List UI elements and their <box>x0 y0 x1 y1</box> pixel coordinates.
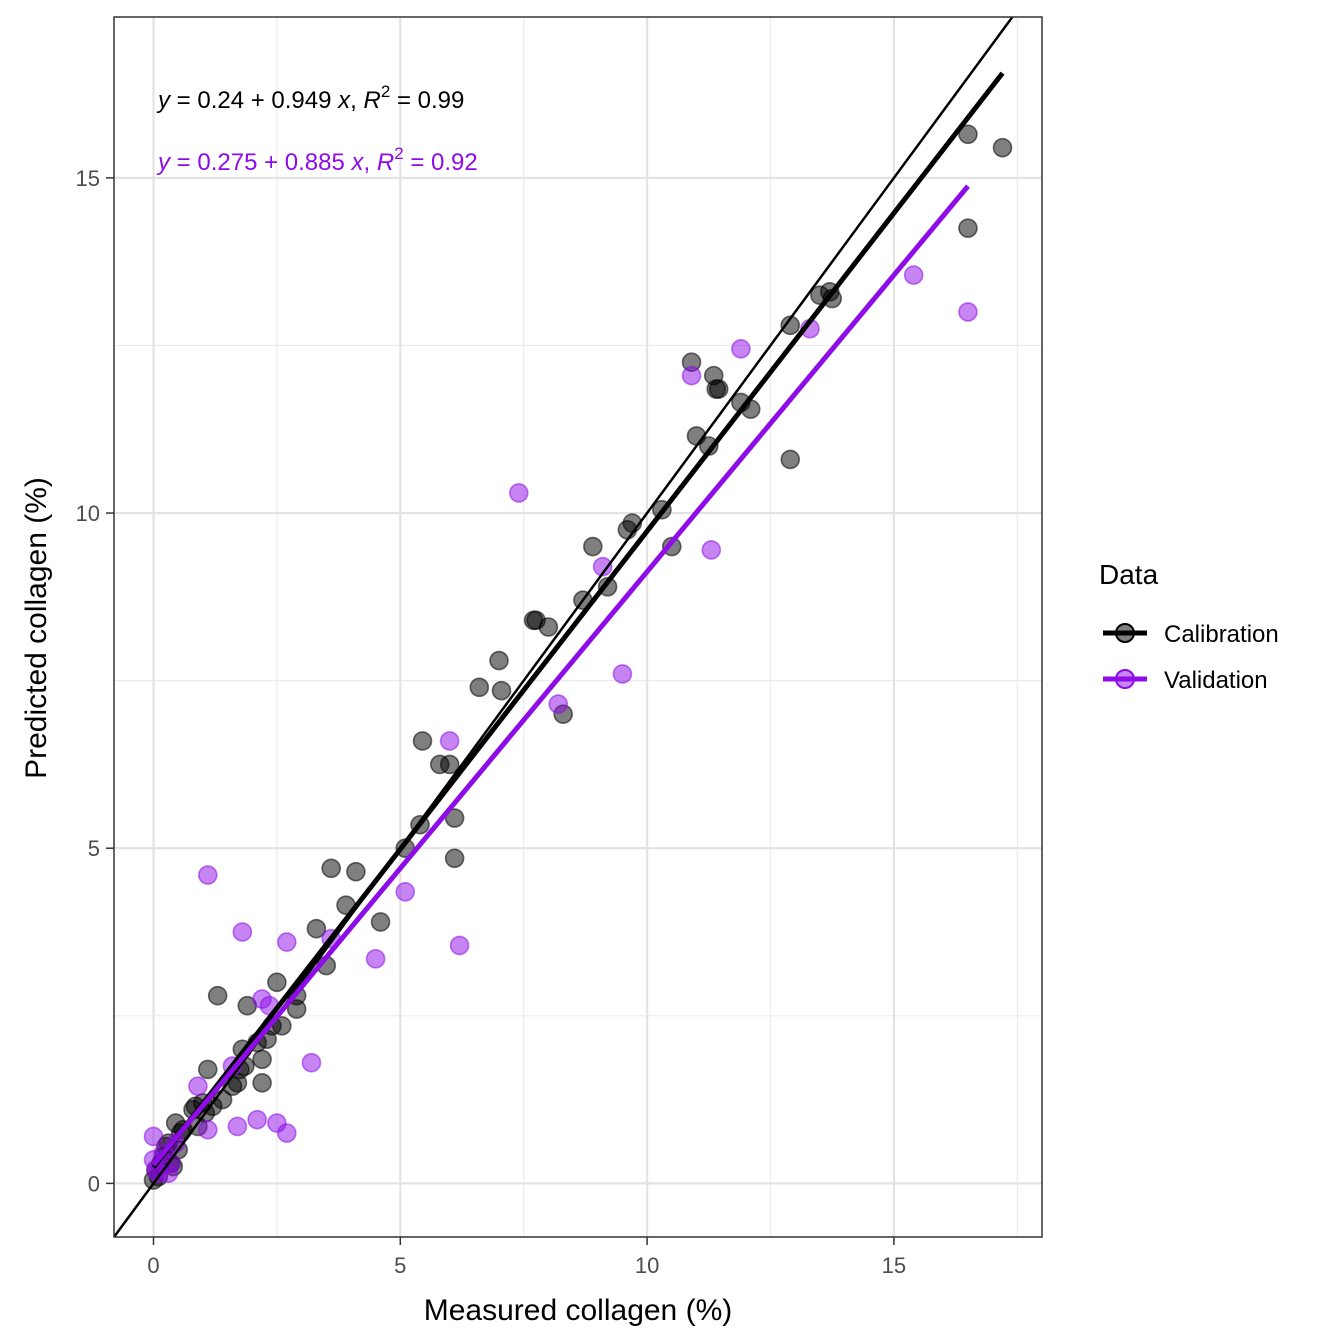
data-point-validation <box>681 365 702 386</box>
data-point-calibration <box>491 680 512 701</box>
legend-key-calibration <box>1103 623 1147 643</box>
data-point-validation <box>612 664 633 684</box>
grid-major-lines <box>114 17 1042 1237</box>
data-point-validation <box>508 483 529 503</box>
equation-part: 0.949 <box>265 87 338 114</box>
points-layer <box>143 124 1013 1190</box>
data-point-calibration <box>583 536 603 557</box>
equation-part: = 0.275 <box>170 149 264 176</box>
equation-part: + <box>264 149 278 176</box>
data-point-calibration <box>469 677 490 698</box>
data-point-calibration <box>346 861 366 882</box>
equation-part: R <box>364 87 381 114</box>
equation-part: + <box>251 87 265 114</box>
equations-layer: y = 0.24 + 0.949 x, R2 = 0.99y = 0.275 +… <box>156 82 478 176</box>
data-point-validation <box>365 949 386 969</box>
data-point-calibration <box>958 124 978 145</box>
data-point-calibration <box>286 999 307 1019</box>
data-point-validation <box>276 932 297 952</box>
equation-part: x <box>351 149 365 176</box>
x-axis-ticks: 0 5 10 15 <box>147 1237 906 1278</box>
equation-part: = 0.24 <box>170 87 251 114</box>
data-point-validation <box>232 922 253 942</box>
data-point-calibration <box>439 754 460 775</box>
x-tick-label: 5 <box>394 1253 406 1278</box>
equation-calibration: y = 0.24 + 0.949 x, R2 = 0.99 <box>156 82 464 114</box>
equation-part: y <box>156 87 172 114</box>
data-point-validation <box>188 1076 208 1096</box>
data-point-calibration <box>306 918 327 939</box>
data-point-calibration <box>267 972 287 993</box>
legend-point-validation <box>1115 669 1135 689</box>
data-point-validation <box>958 302 978 322</box>
equation-part: 0.885 <box>278 149 351 176</box>
data-point-validation <box>276 1123 297 1143</box>
x-axis-title: Measured collagen (%) <box>424 1294 732 1327</box>
data-point-validation <box>247 1109 267 1130</box>
data-point-calibration <box>992 137 1013 158</box>
legend-title: Data <box>1099 559 1159 590</box>
y-tick-label: 15 <box>76 166 100 191</box>
y-tick-label: 10 <box>76 501 100 526</box>
data-point-calibration <box>780 315 801 336</box>
x-tick-label: 0 <box>147 1253 159 1278</box>
equation-exponent: 2 <box>381 82 390 101</box>
data-point-validation <box>731 339 751 359</box>
data-point-validation <box>449 935 470 956</box>
y-axis-title: Predicted collagen (%) <box>20 477 53 779</box>
data-point-validation <box>197 1119 218 1140</box>
data-point-calibration <box>538 617 559 637</box>
data-point-calibration <box>444 808 465 828</box>
equation-validation: y = 0.275 + 0.885 x, R2 = 0.92 <box>156 144 478 176</box>
data-point-validation <box>395 881 416 902</box>
data-point-validation <box>548 694 569 714</box>
data-point-validation <box>143 1126 164 1147</box>
equation-part: y <box>156 149 172 176</box>
y-tick-label: 0 <box>88 1171 100 1196</box>
data-point-validation <box>903 265 924 285</box>
equation-part: x <box>337 87 351 114</box>
x-tick-label: 15 <box>882 1253 906 1278</box>
equation-r2: = 0.92 <box>404 149 478 176</box>
data-point-calibration <box>207 985 228 1006</box>
data-point-calibration <box>321 858 341 879</box>
legend-point-calibration <box>1115 623 1135 643</box>
data-point-calibration <box>780 449 801 470</box>
data-point-calibration <box>489 650 509 671</box>
data-point-calibration <box>197 1059 218 1080</box>
data-point-calibration <box>444 848 465 869</box>
lines-layer <box>114 17 1014 1237</box>
equation-part: , <box>350 87 363 114</box>
legend-key-validation <box>1103 669 1147 689</box>
data-point-calibration <box>252 1049 272 1070</box>
data-point-calibration <box>272 1016 292 1036</box>
data-point-calibration <box>412 731 433 751</box>
y-tick-label: 5 <box>88 836 100 861</box>
x-tick-label: 10 <box>635 1253 659 1278</box>
plot-panel-border <box>113 16 1043 1238</box>
y-axis-ticks: 0 5 10 15 <box>76 166 114 1196</box>
data-point-calibration <box>370 912 391 932</box>
equation-r2: = 0.99 <box>390 87 464 114</box>
data-point-validation <box>701 540 722 560</box>
data-point-validation <box>439 731 460 751</box>
data-point-validation <box>227 1116 248 1137</box>
equation-exponent: 2 <box>394 144 403 163</box>
data-point-validation <box>592 556 613 577</box>
data-point-calibration <box>708 379 729 399</box>
data-point-calibration <box>958 218 978 238</box>
equation-part: , <box>364 149 377 176</box>
legend: Data Calibration Validation <box>1099 559 1279 694</box>
legend-label-validation: Validation <box>1164 667 1268 694</box>
data-point-validation <box>197 865 218 885</box>
fit-line-calibration <box>151 71 1005 1169</box>
data-point-calibration <box>252 1073 272 1093</box>
data-point-validation <box>301 1052 322 1073</box>
equation-part: R <box>377 149 394 176</box>
fit-line-validation <box>151 184 970 1167</box>
legend-label-calibration: Calibration <box>1164 621 1279 648</box>
